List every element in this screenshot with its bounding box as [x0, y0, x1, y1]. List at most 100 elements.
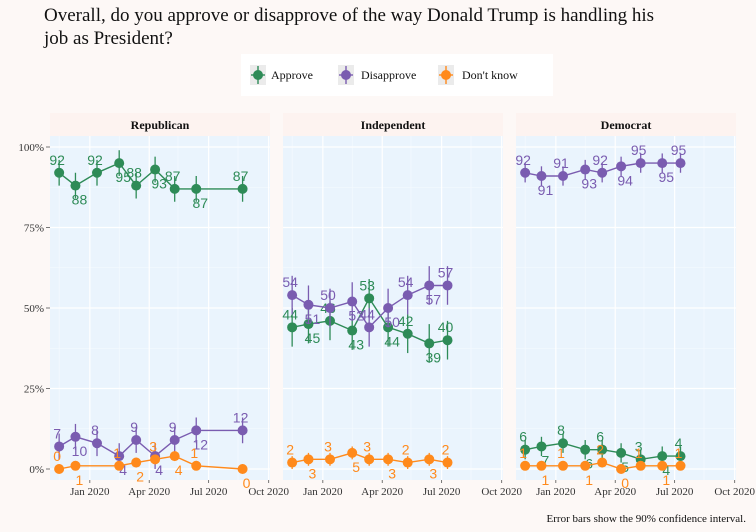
data-label: 44	[282, 306, 298, 322]
data-point	[597, 167, 608, 178]
y-tick-label: 75%	[24, 223, 44, 235]
data-point	[580, 444, 591, 455]
data-label: 7	[542, 452, 550, 468]
data-label: 44	[384, 333, 400, 349]
data-label: 3	[363, 438, 371, 454]
data-point	[169, 451, 180, 462]
data-point	[402, 290, 413, 301]
data-point	[536, 441, 547, 452]
data-point	[424, 280, 435, 291]
data-point	[657, 460, 668, 471]
panel-strip-label: Democrat	[601, 118, 652, 132]
panel-independent: Independent Jan 2020 Apr 2020 Jul 2020 Oct 2…	[282, 113, 523, 498]
x-tick-label: Jul 2020	[656, 486, 694, 498]
data-point	[635, 460, 646, 471]
data-point	[364, 293, 375, 304]
panel-democrat: Democrat Jan 2020 Apr 2020 Jul 2020 Oct 2020…	[515, 113, 756, 498]
x-tick-label: Apr 2020	[594, 486, 636, 498]
data-point	[70, 431, 81, 442]
data-label: 1	[190, 445, 198, 461]
data-label: 1	[542, 472, 550, 488]
panel-strip	[50, 113, 270, 136]
data-point	[287, 322, 298, 333]
data-label: 1	[635, 445, 643, 461]
data-label: 3	[149, 438, 157, 454]
legend-label: Disapprove	[361, 68, 416, 82]
data-label: 2	[286, 442, 294, 458]
data-label: 3	[635, 438, 643, 454]
x-tick-label: Apr 2020	[128, 486, 170, 498]
data-point	[54, 464, 65, 474]
data-point	[150, 454, 161, 465]
data-point	[657, 451, 668, 462]
data-label: 92	[592, 152, 608, 168]
data-label: 42	[398, 313, 414, 329]
data-label: 12	[233, 409, 249, 425]
data-point	[558, 170, 569, 181]
data-label: 92	[515, 152, 531, 168]
legend-key-point	[441, 70, 451, 80]
data-point	[424, 338, 435, 349]
data-label: 1	[585, 472, 593, 488]
data-label: 87	[233, 168, 249, 184]
data-point	[442, 457, 453, 468]
x-tick-label: Apr 2020	[361, 486, 403, 498]
data-label: 92	[87, 152, 103, 168]
panels: Republican Jan 2020 Apr 2020 Jul 2020 Oct 20…	[18, 113, 756, 498]
data-point	[536, 460, 547, 471]
data-point	[616, 161, 627, 172]
data-label: 95	[631, 142, 647, 158]
data-label: 3	[324, 438, 332, 454]
data-point	[114, 158, 125, 169]
data-point	[402, 328, 413, 339]
data-point	[597, 444, 608, 455]
data-label: 51	[305, 311, 321, 327]
data-point	[237, 425, 248, 436]
data-point	[325, 303, 336, 313]
x-tick-label: Jan 2020	[536, 486, 576, 498]
data-label: 45	[305, 330, 321, 346]
data-point	[237, 183, 248, 194]
legend-label: Don't know	[462, 68, 518, 82]
data-point	[657, 158, 668, 169]
y-axis: 0% 25% 50% 75% 100%	[18, 142, 50, 476]
data-label: 2	[442, 442, 450, 458]
data-label: 50	[320, 287, 336, 303]
data-label: 7	[53, 425, 61, 441]
data-point	[675, 158, 686, 169]
data-point	[131, 435, 142, 446]
data-point	[616, 464, 627, 474]
data-point	[616, 447, 627, 458]
data-label: 2	[402, 442, 410, 458]
x-tick-label: Oct 2020	[714, 486, 755, 498]
chart-title-line-1: Overall, do you approve or disapprove of…	[44, 5, 654, 26]
data-label: 88	[72, 192, 88, 208]
data-label: 57	[425, 291, 441, 307]
data-point	[442, 280, 453, 291]
data-label: 94	[617, 172, 633, 188]
x-tick-label: Jan 2020	[303, 486, 343, 498]
data-point	[558, 460, 569, 471]
data-point	[347, 325, 358, 336]
data-label: 91	[553, 155, 569, 171]
series-disapprove: 92 91 91 93 92 94 95 95 95	[515, 142, 686, 198]
data-point	[442, 335, 453, 346]
data-point	[520, 167, 531, 178]
legend-label: Approve	[271, 68, 313, 82]
data-label: 9	[169, 419, 177, 435]
y-tick-label: 100%	[18, 142, 44, 154]
data-label: 10	[72, 443, 88, 459]
data-label: 0	[621, 475, 629, 491]
data-point	[169, 435, 180, 446]
data-label: 1	[662, 472, 670, 488]
data-label: 87	[192, 195, 208, 211]
panel-strip-label: Independent	[361, 118, 426, 132]
data-point	[169, 183, 180, 194]
chart-caption: Error bars show the 90% confidence inter…	[547, 513, 747, 525]
data-label: 4	[662, 462, 670, 478]
data-label: 1	[675, 445, 683, 461]
panel-republican: Republican Jan 2020 Apr 2020 Jul 2020 Oct 20…	[49, 113, 290, 498]
